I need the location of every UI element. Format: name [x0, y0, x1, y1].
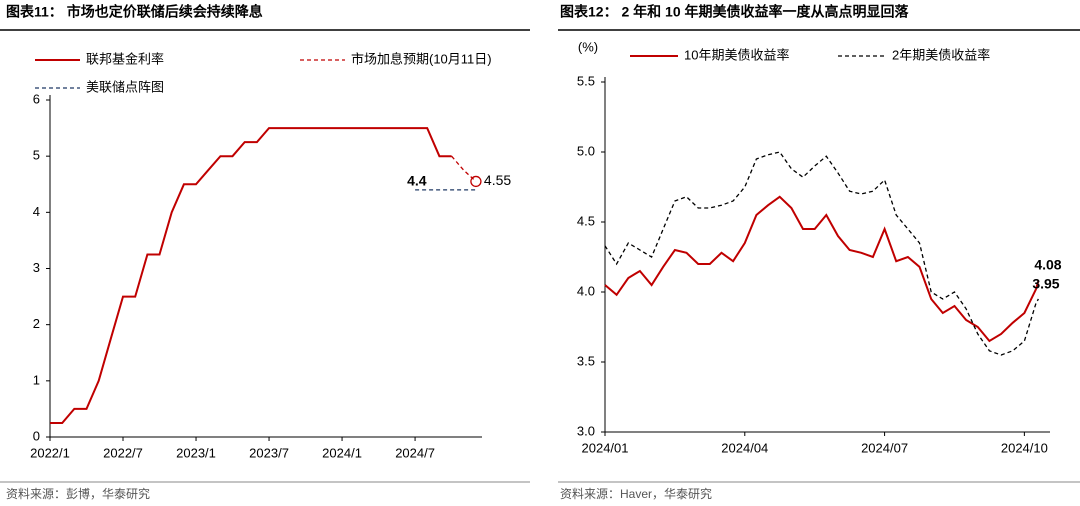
x-tick-label: 2024/7 [395, 445, 435, 460]
series-line [604, 195, 1040, 343]
legend-label: 联邦基金利率 [86, 51, 164, 66]
y-tick-label: 4 [33, 204, 40, 219]
x-tick-label: 2024/04 [721, 440, 768, 455]
x-tick-label: 2022/1 [30, 445, 70, 460]
y-tick-label: 3.5 [577, 353, 595, 368]
y-tick-label: 2 [33, 316, 40, 331]
end-marker [470, 175, 482, 188]
y-tick-label: 4.5 [577, 213, 595, 228]
chart-title: 图表12： 2 年和 10 年期美债收益率一度从高点明显回落 [560, 4, 909, 20]
y-tick-label: 5 [33, 148, 40, 163]
y-tick-label: 1 [33, 372, 40, 387]
x-tick-label: 2024/10 [1001, 440, 1048, 455]
y-tick-label: 5.5 [577, 73, 595, 88]
y-tick-label: 6 [33, 91, 40, 106]
x-tick-label: 2024/07 [861, 440, 908, 455]
y-axis-label: (%) [578, 39, 598, 54]
data-label: 4.4 [407, 173, 427, 189]
legend-label: 美联储点阵图 [86, 79, 164, 94]
legend-label: 市场加息预期(10月11日) [351, 51, 492, 66]
legend-label: 2年期美债收益率 [892, 47, 990, 62]
y-tick-label: 0 [33, 428, 40, 443]
x-tick-label: 2023/1 [176, 445, 216, 460]
x-tick-label: 2023/7 [249, 445, 289, 460]
data-label: 3.95 [1032, 276, 1059, 292]
x-tick-label: 2022/7 [103, 445, 143, 460]
x-tick-label: 2024/01 [582, 440, 629, 455]
source: 资料来源：Haver，华泰研究 [560, 486, 712, 501]
legend-label: 10年期美债收益率 [684, 47, 789, 62]
chart-title: 图表11： 市场也定价联储后续会持续降息 [6, 4, 263, 20]
y-tick-label: 3.0 [577, 423, 595, 438]
y-tick-label: 3 [33, 260, 40, 275]
series-line [604, 151, 1039, 356]
x-tick-label: 2024/1 [322, 445, 362, 460]
data-label: 4.55 [484, 172, 511, 188]
data-label: 4.08 [1034, 257, 1061, 273]
source: 资料来源：彭博，华泰研究 [6, 486, 150, 501]
y-tick-label: 4.0 [577, 283, 595, 298]
series-line [50, 127, 452, 424]
y-tick-label: 5.0 [577, 143, 595, 158]
